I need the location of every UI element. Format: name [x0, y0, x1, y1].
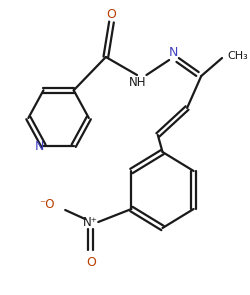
Text: O: O [106, 9, 117, 22]
Text: N⁺: N⁺ [83, 216, 98, 229]
Text: N: N [35, 140, 44, 153]
Text: O: O [86, 255, 96, 268]
Text: NH: NH [129, 76, 147, 89]
Text: ⁻O: ⁻O [39, 199, 55, 212]
Text: N: N [169, 47, 178, 60]
Text: CH₃: CH₃ [228, 51, 248, 61]
